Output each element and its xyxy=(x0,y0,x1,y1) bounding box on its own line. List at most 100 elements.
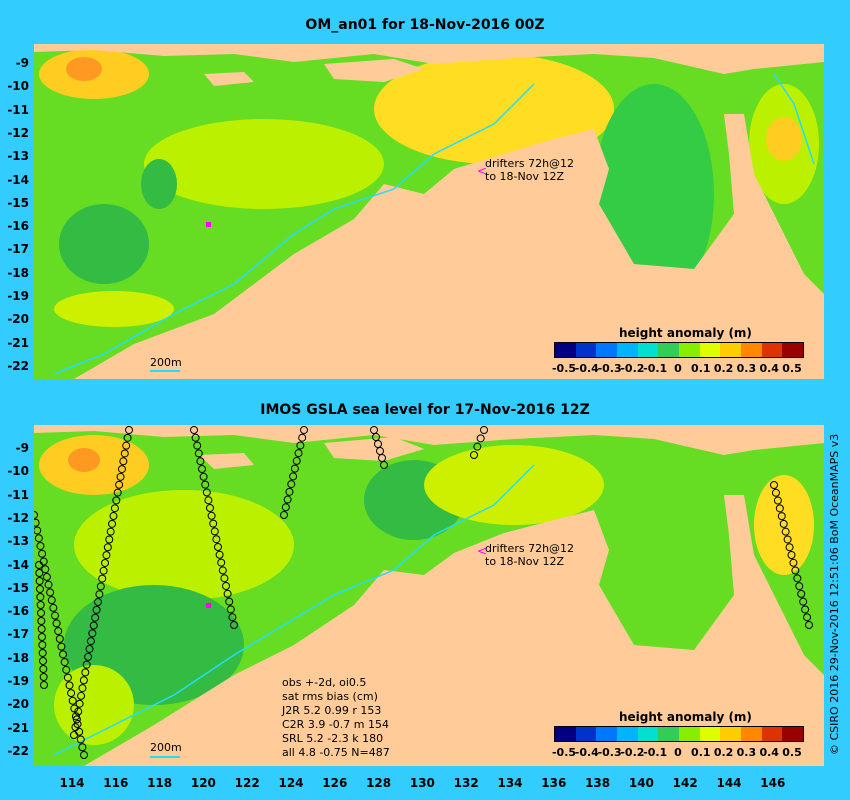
track-observation xyxy=(201,480,210,489)
stats-line: J2R 5.2 0.99 r 153 xyxy=(282,704,382,717)
anomaly-low xyxy=(59,204,149,284)
x-tick-label: 134 xyxy=(497,776,523,790)
track-observation xyxy=(89,621,98,630)
top-panel-title: OM_an01 for 18-Nov-2016 00Z xyxy=(305,17,545,33)
colorbar-label: -0.4 xyxy=(574,746,599,759)
anomaly-mild xyxy=(54,291,174,327)
y-tick-label: -12 xyxy=(7,125,29,140)
colorbar-label: 0.1 xyxy=(691,362,711,375)
track-observation xyxy=(36,585,44,593)
colorbar-segment xyxy=(637,343,659,357)
track-observation xyxy=(287,480,296,489)
x-tick-label: 140 xyxy=(628,776,654,790)
x-tick-label: 116 xyxy=(103,776,129,790)
y-tick-label: -17 xyxy=(7,242,29,257)
stats-line: C2R 3.9 -0.7 m 154 xyxy=(282,718,389,731)
track-observation xyxy=(214,543,222,551)
track-observation xyxy=(86,637,95,646)
timor-island xyxy=(324,59,424,82)
track-observation xyxy=(125,426,133,434)
track-observation xyxy=(91,613,100,622)
track-observation xyxy=(289,472,298,481)
track-observation xyxy=(280,511,288,519)
track-observation xyxy=(779,519,788,528)
drifter-note-line: drifters 72h@12 xyxy=(485,542,575,555)
x-tick-label: 118 xyxy=(147,776,173,790)
colorbar-label: 0.2 xyxy=(713,362,734,375)
x-tick-label: 126 xyxy=(322,776,348,790)
colorbar-title: height anomaly (m) xyxy=(619,326,752,340)
y-tick-label: -12 xyxy=(7,510,29,525)
track-observation xyxy=(230,621,238,629)
track-observation xyxy=(789,558,798,567)
colorbar-label: 0.5 xyxy=(782,362,802,375)
track-observation xyxy=(36,601,45,609)
stats-line: SRL 5.2 -2.3 k 180 xyxy=(282,732,384,745)
colorbar-label: -0.3 xyxy=(597,746,622,759)
track-observation xyxy=(52,619,61,628)
track-observation xyxy=(54,627,63,636)
track-observation xyxy=(123,433,132,442)
track-observation xyxy=(207,511,216,520)
y-tick-label: -10 xyxy=(7,79,29,94)
track-observation xyxy=(793,574,802,583)
track-observation xyxy=(82,660,91,669)
x-tick-label: 142 xyxy=(672,776,698,790)
colorbar-label: -0.5 xyxy=(551,362,577,375)
track-observation xyxy=(98,574,107,583)
bottom-map-canvas: < xyxy=(34,425,824,766)
y-tick-label: -21 xyxy=(7,335,29,350)
colorbar-segment xyxy=(555,727,576,741)
anomaly-low xyxy=(141,159,177,209)
colorbar-label: 0.3 xyxy=(736,746,757,759)
anomaly-mild xyxy=(144,119,384,209)
track-observation xyxy=(39,557,48,566)
stats-block: obs +-2d, oi0.5 sat rms bias (cm) J2R 5.… xyxy=(282,676,390,760)
track-observation xyxy=(191,433,200,442)
track-observation xyxy=(296,441,305,450)
y-tick-label: -14 xyxy=(7,557,29,572)
top-map: < drifters 72h@12 to 18-Nov 12Z 200m hei… xyxy=(34,44,824,379)
track-observation xyxy=(215,550,224,559)
y-tick-label: -19 xyxy=(7,289,29,303)
bottom-panel-title: IMOS GSLA sea level for 17-Nov-2016 12Z xyxy=(260,402,590,418)
timor-island xyxy=(324,437,424,461)
y-tick-label: -17 xyxy=(7,627,29,642)
colorbar-label: 0 xyxy=(674,362,682,375)
track-observation xyxy=(34,511,38,519)
track-observation xyxy=(105,535,114,544)
track-observation xyxy=(59,650,68,659)
track-observation xyxy=(473,442,482,451)
anomaly-peak xyxy=(66,57,102,81)
colorbar-label: -0.2 xyxy=(620,362,645,375)
track-observation xyxy=(80,751,88,759)
track-observation xyxy=(38,549,47,558)
y-tick-label: -14 xyxy=(7,172,29,187)
drifter-note-line: to 18-Nov 12Z xyxy=(485,555,565,568)
colorbar-segment xyxy=(596,727,617,741)
track-observation xyxy=(803,613,812,622)
track-observation xyxy=(380,461,388,469)
colorbar-segment xyxy=(658,727,679,741)
track-observation xyxy=(226,605,235,614)
colorbar-title: height anomaly (m) xyxy=(619,710,752,724)
y-tick-label: -18 xyxy=(7,265,29,280)
track-observation xyxy=(106,527,115,536)
track-observation xyxy=(81,668,90,677)
anomaly-high xyxy=(766,117,802,161)
credit-text: © CSIRO 2016 29-Nov-2016 12:51:06 BoM Oc… xyxy=(828,433,841,755)
australia-land xyxy=(74,114,824,379)
track-observation xyxy=(68,696,77,705)
track-observation xyxy=(791,566,800,575)
track-observation xyxy=(74,707,83,716)
track-observation xyxy=(228,613,237,622)
colorbar-segment xyxy=(782,343,803,357)
track-observation xyxy=(283,495,292,504)
track-observation xyxy=(34,518,40,527)
track-observation xyxy=(77,691,86,700)
colorbar-label: -0.5 xyxy=(551,746,577,759)
colorbar xyxy=(554,726,804,742)
track-observation xyxy=(797,589,806,598)
track-observation xyxy=(785,543,794,552)
track-observation xyxy=(92,605,101,614)
